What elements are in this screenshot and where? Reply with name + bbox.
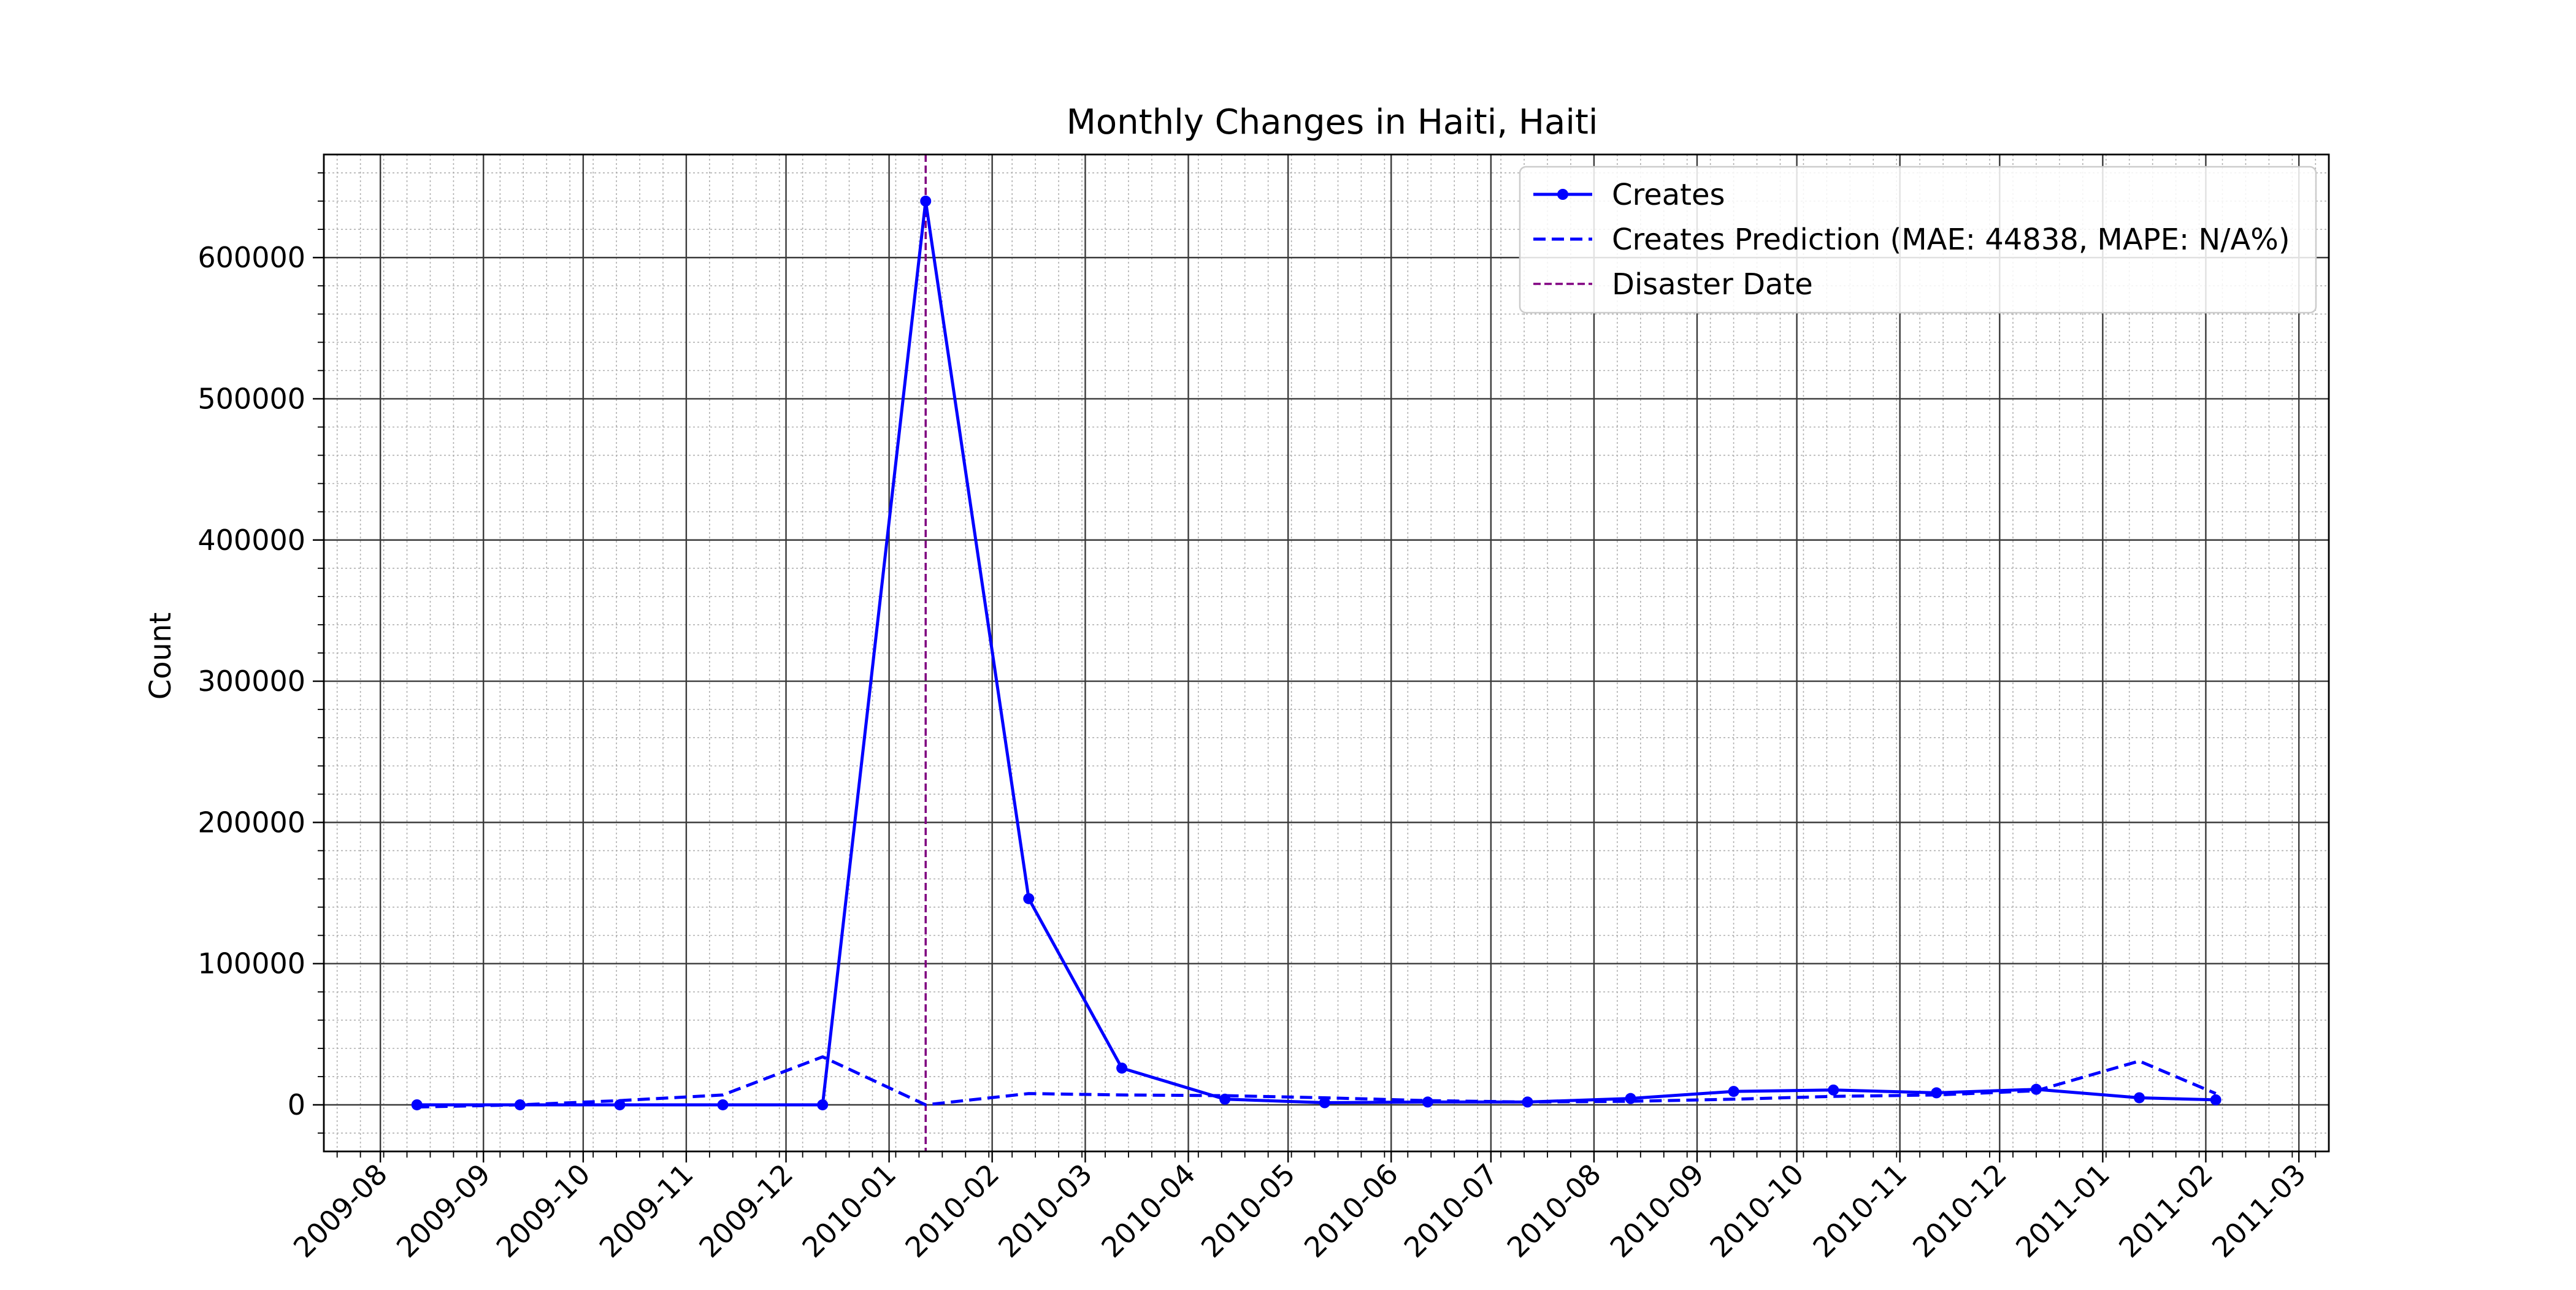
y-axis-label: Count: [144, 613, 178, 700]
prediction-series-line: [416, 1055, 2217, 1109]
legend-label: Disaster Date: [1612, 267, 1813, 302]
y-tick-label: 0: [288, 1088, 305, 1121]
legend-entry-disaster-date: Disaster Date: [1533, 267, 1813, 302]
y-tick-label: 100000: [197, 947, 305, 980]
series-layer: [411, 196, 2221, 1110]
creates-data-point: [1828, 1084, 1839, 1096]
legend-entry-prediction: Creates Prediction (MAE: 44838, MAPE: N/…: [1533, 223, 2290, 257]
legend-label: Creates Prediction (MAE: 44838, MAPE: N/…: [1612, 223, 2290, 257]
creates-data-point: [1931, 1087, 1942, 1099]
legend-box: [1519, 166, 2317, 314]
y-tick-label: 300000: [197, 665, 305, 698]
creates-data-point: [1116, 1063, 1128, 1074]
chart-title: Monthly Changes in Haiti, Haiti: [1067, 102, 1598, 142]
legend-entry-creates: Creates: [1533, 178, 1725, 212]
legend: Creates Creates Prediction (MAE: 44838, M…: [1519, 166, 2317, 314]
creates-data-point: [614, 1099, 626, 1110]
y-tick-label: 400000: [197, 524, 305, 557]
creates-data-point: [1728, 1086, 1739, 1097]
legend-marker-creates: [1557, 189, 1568, 200]
creates-data-point: [1319, 1097, 1330, 1109]
creates-data-point: [1023, 893, 1035, 904]
creates-data-point: [411, 1099, 423, 1110]
creates-data-point: [2210, 1094, 2221, 1105]
creates-data-point: [2133, 1092, 2145, 1104]
y-tick-label: 500000: [197, 382, 305, 415]
y-tick-label: 200000: [197, 806, 305, 839]
y-tick-label: 600000: [197, 241, 305, 274]
legend-label: Creates: [1612, 178, 1725, 212]
creates-data-point: [717, 1099, 729, 1110]
creates-data-point: [817, 1099, 829, 1110]
creates-data-point: [920, 196, 932, 207]
y-axis: 0 100000 200000 300000 400000 500000 600000: [197, 172, 324, 1134]
